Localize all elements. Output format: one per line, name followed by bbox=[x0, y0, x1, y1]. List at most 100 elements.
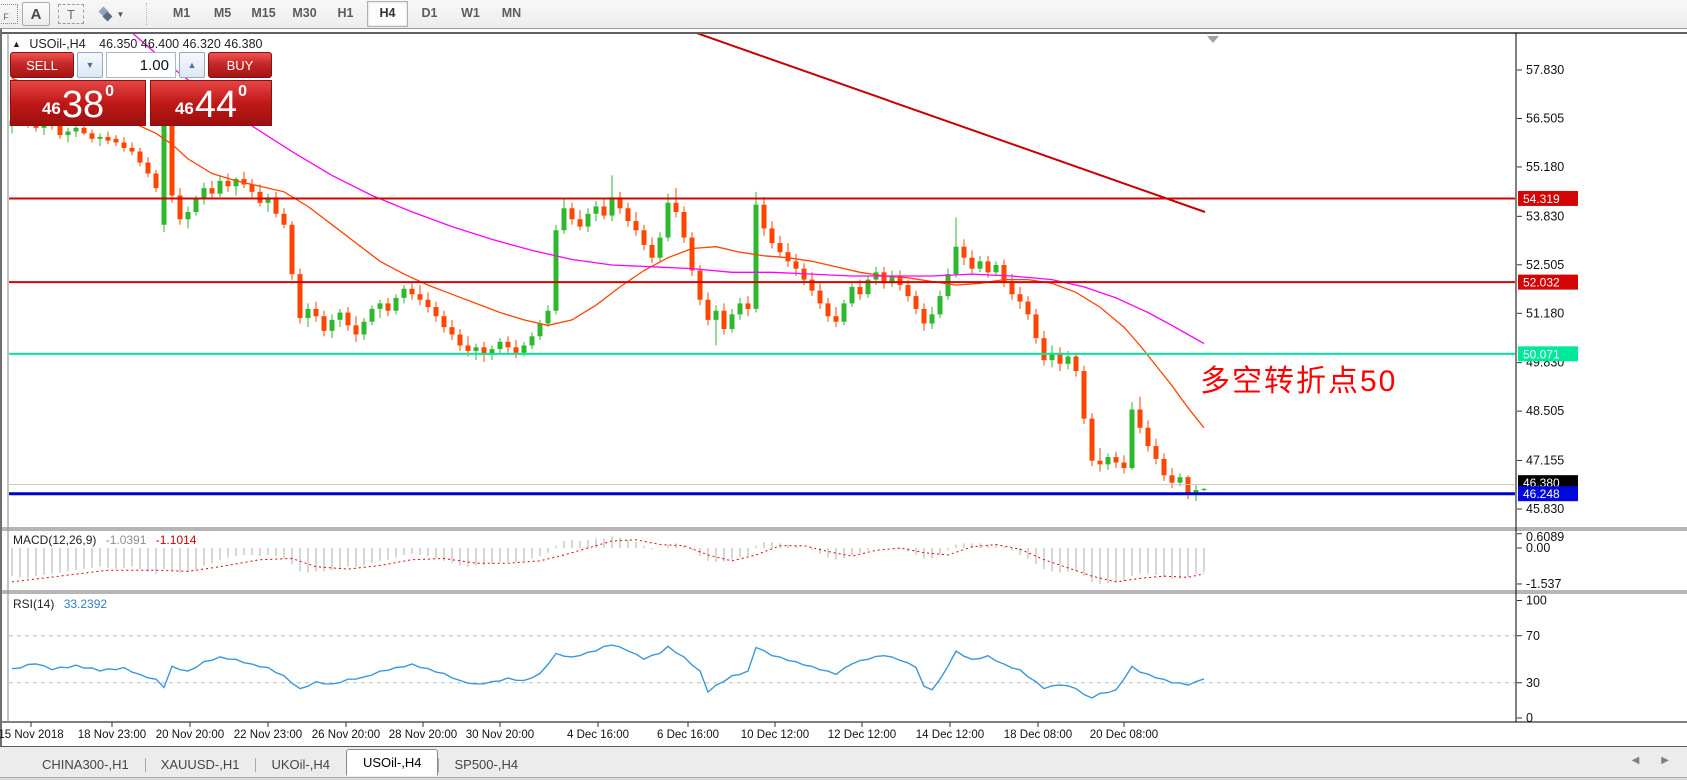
candle-body bbox=[1057, 352, 1063, 364]
candle-body bbox=[1129, 409, 1135, 469]
chart-tab-SP500-H4[interactable]: SP500-,H4 bbox=[438, 754, 534, 776]
price-tick-label: 57.830 bbox=[1526, 63, 1564, 77]
chart-tab-CHINA300-H1[interactable]: CHINA300-,H1 bbox=[42, 757, 129, 772]
candle-body bbox=[233, 179, 239, 187]
candle-body bbox=[1137, 409, 1143, 428]
chart-tab-USOil-H4[interactable]: USOil-,H4 bbox=[345, 749, 439, 776]
candle-body bbox=[185, 211, 191, 220]
candle-body bbox=[857, 286, 863, 295]
candle-body bbox=[281, 213, 287, 225]
text-tool-icon[interactable]: T bbox=[58, 4, 84, 24]
candle-body bbox=[681, 211, 687, 238]
sell-button[interactable]: SELL bbox=[10, 52, 74, 78]
volume-input[interactable]: 1.00 bbox=[106, 52, 176, 78]
candle-body bbox=[409, 288, 415, 295]
chevron-down-icon: ▼ bbox=[116, 9, 125, 19]
chart-shift-marker-icon bbox=[1207, 36, 1219, 43]
candle-body bbox=[665, 202, 671, 238]
candle-body bbox=[465, 345, 471, 351]
candle-body bbox=[625, 208, 631, 222]
buy-price-box[interactable]: 46 44 0 bbox=[150, 80, 272, 126]
tabs-scroll-right-icon[interactable]: ▶ bbox=[1661, 755, 1669, 766]
ohlc-values: 46.350 46.400 46.320 46.380 bbox=[99, 37, 263, 51]
price-tick-label: 45.830 bbox=[1526, 502, 1564, 516]
candle-body bbox=[593, 206, 599, 214]
candle-body bbox=[905, 285, 911, 297]
volume-increase-button[interactable]: ▲ bbox=[179, 52, 205, 78]
macd-axis-label: 0.00 bbox=[1526, 541, 1550, 555]
sell-price-box[interactable]: 46 38 0 bbox=[10, 80, 146, 126]
candle-body bbox=[865, 279, 871, 295]
chart-tab-UKOil-H4[interactable]: UKOil-,H4 bbox=[255, 754, 346, 776]
timeframe-button-M5[interactable]: M5 bbox=[213, 6, 232, 20]
candle-body bbox=[785, 252, 791, 262]
candle-body bbox=[889, 275, 895, 284]
candle-body bbox=[985, 261, 991, 273]
timeframe-group: M1 M5 M15 M30 H1 H4 D1 W1 MN bbox=[161, 1, 532, 27]
indicator-window-icon[interactable]: F bbox=[0, 4, 18, 24]
price-marker-label: 46.248 bbox=[1523, 487, 1560, 501]
candle-body bbox=[1033, 314, 1039, 339]
candle-body bbox=[705, 299, 711, 320]
sell-price-pip: 0 bbox=[105, 83, 115, 100]
candle-body bbox=[289, 224, 295, 275]
tabs-scroll-left-icon[interactable]: ◀ bbox=[1631, 755, 1640, 766]
timeframe-button-M1[interactable]: M1 bbox=[172, 6, 191, 20]
candle-body bbox=[257, 191, 263, 203]
timeframe-button-M15[interactable]: M15 bbox=[251, 6, 276, 20]
time-tick-label: 10 Dec 12:00 bbox=[741, 729, 809, 741]
candle-body bbox=[313, 308, 319, 317]
macd-name: MACD(12,26,9) bbox=[13, 533, 97, 547]
main-price-panel bbox=[9, 34, 1515, 501]
timeframe-button-D1[interactable]: D1 bbox=[421, 6, 438, 20]
candle-body bbox=[169, 125, 175, 196]
candle-body bbox=[1089, 418, 1095, 461]
candle-body bbox=[417, 294, 423, 300]
rsi-panel bbox=[9, 635, 1516, 699]
timeframe-button-M30[interactable]: M30 bbox=[292, 6, 317, 20]
candle-body bbox=[1049, 352, 1055, 361]
candle-body bbox=[761, 204, 767, 229]
candle-body bbox=[1169, 475, 1175, 483]
arrow-objects-icon[interactable]: ▼ bbox=[94, 3, 130, 25]
candle-body bbox=[521, 345, 527, 353]
collapse-arrow-icon[interactable]: ▲ bbox=[12, 39, 21, 49]
buy-price-main: 44 bbox=[194, 84, 238, 126]
candle-body bbox=[697, 270, 703, 300]
timeframe-button-H1[interactable]: H1 bbox=[337, 6, 354, 20]
buy-price-pip: 0 bbox=[238, 83, 248, 100]
candle-body bbox=[433, 307, 439, 317]
candle-body bbox=[721, 310, 727, 330]
candle-body bbox=[841, 303, 847, 322]
candle-body bbox=[209, 188, 215, 194]
timeframe-button-H4[interactable]: H4 bbox=[367, 1, 408, 27]
candle-body bbox=[89, 133, 95, 139]
candle-body bbox=[377, 303, 383, 309]
price-marker-label: 50.071 bbox=[1523, 347, 1560, 361]
chart-tab-XAUUSD-H1[interactable]: XAUUSD-,H1 bbox=[144, 754, 256, 776]
candle-body bbox=[81, 127, 87, 134]
timeframe-button-W1[interactable]: W1 bbox=[461, 6, 480, 20]
text-label-tool-icon[interactable]: A bbox=[22, 2, 50, 26]
rsi-axis-label: 0 bbox=[1526, 711, 1533, 725]
volume-decrease-button[interactable]: ▼ bbox=[77, 52, 103, 78]
candle-body bbox=[105, 136, 111, 141]
candle-body bbox=[153, 173, 159, 189]
timeframe-button-MN[interactable]: MN bbox=[501, 6, 522, 20]
candle-body bbox=[777, 243, 783, 253]
candle-body bbox=[129, 147, 135, 152]
macd-panel bbox=[11, 536, 1205, 585]
candle-body bbox=[1081, 371, 1087, 419]
candle-body bbox=[953, 246, 959, 275]
time-tick-label: 6 Dec 16:00 bbox=[657, 729, 719, 741]
candle-body bbox=[793, 261, 799, 269]
candle-body bbox=[1097, 460, 1103, 465]
sell-price-main: 38 bbox=[61, 84, 105, 126]
candle-body bbox=[825, 303, 831, 317]
candle-body bbox=[369, 308, 375, 322]
buy-button[interactable]: BUY bbox=[208, 52, 272, 78]
time-tick-label: 20 Nov 20:00 bbox=[156, 729, 224, 741]
candle-body bbox=[145, 162, 151, 174]
